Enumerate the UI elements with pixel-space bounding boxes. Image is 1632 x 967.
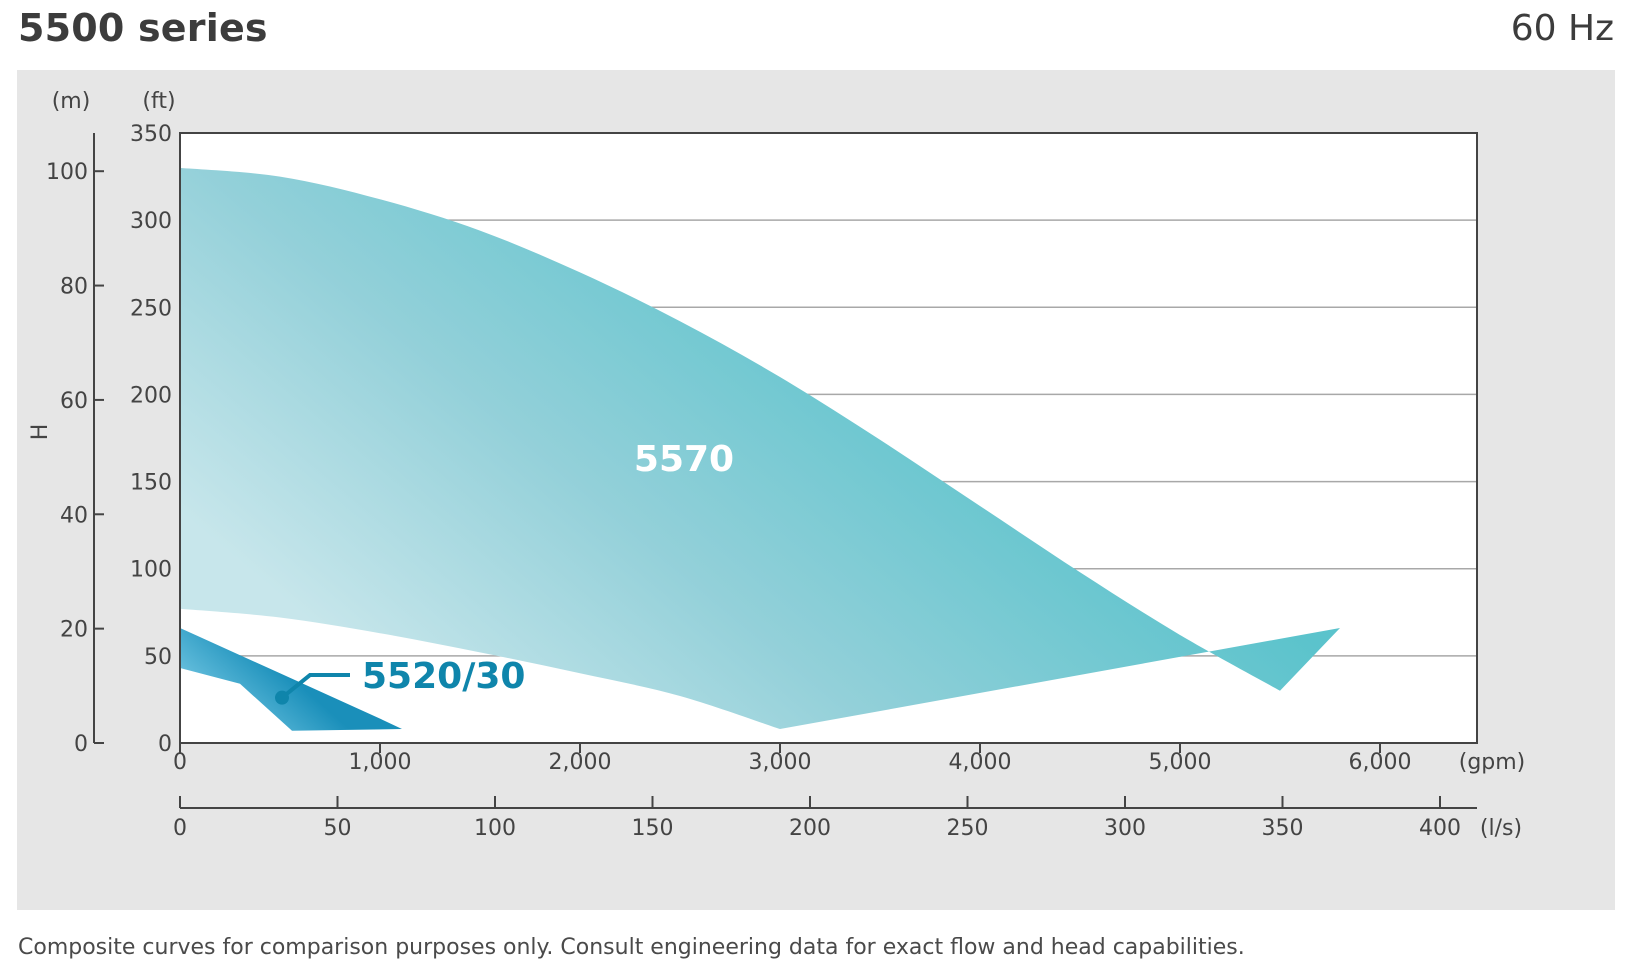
y-tick-label-m: 20 xyxy=(60,618,88,643)
page-title: 5500 series xyxy=(18,6,268,50)
x-tick-label-ls: 150 xyxy=(632,816,674,841)
y-tick-label-m: 60 xyxy=(60,389,88,414)
footnote: Composite curves for comparison purposes… xyxy=(18,935,1245,960)
frequency-label: 60 Hz xyxy=(1510,8,1614,49)
y-axis-unit-ft: (ft) xyxy=(142,89,175,114)
performance-chart: 0 50 100 150 200 250 300 350 (ft) 0 20 40 60 80 100 (m)… xyxy=(28,89,1526,841)
chart-panel: 0 50 100 150 200 250 300 350 (ft) 0 20 40 60 80 100 (m)… xyxy=(17,70,1615,910)
y-tick-label-ft: 50 xyxy=(144,645,172,670)
series-label-5520-30: 5520/30 xyxy=(362,656,525,697)
x-tick-label-ls: 100 xyxy=(474,816,516,841)
series-area-5520-30 xyxy=(180,627,402,731)
plot-frame xyxy=(179,132,1478,744)
x-tick-label-ls: 200 xyxy=(789,816,831,841)
series-area-5570 xyxy=(180,167,1340,730)
y-tick-label-ft: 300 xyxy=(130,209,172,234)
x-tick-label-gpm: 5,000 xyxy=(1149,750,1212,775)
x-tick-label-ls: 400 xyxy=(1419,816,1461,841)
y-tick-label-m: 80 xyxy=(60,275,88,300)
series-label-5570: 5570 xyxy=(634,439,734,480)
leader-dot-5520-30 xyxy=(275,690,289,705)
x-tick-label-gpm: 3,000 xyxy=(749,750,812,775)
y-tick-label-ft: 100 xyxy=(130,558,172,583)
x-tick-label-ls: 0 xyxy=(173,816,187,841)
x-tick-label-ls: 350 xyxy=(1262,816,1304,841)
x-tick-label-ls: 300 xyxy=(1104,816,1146,841)
y-tick-label-ft: 150 xyxy=(130,471,172,496)
x-axis-unit-gpm: (gpm) xyxy=(1459,750,1526,775)
y-tick-label-ft: 350 xyxy=(130,122,172,147)
x-tick-label-gpm: 1,000 xyxy=(349,750,412,775)
x-tick-label-ls: 250 xyxy=(947,816,989,841)
y-axis-unit-m: (m) xyxy=(52,89,91,114)
leader-line-5520-30 xyxy=(280,673,350,700)
x-tick-label-gpm: 6,000 xyxy=(1349,750,1412,775)
y-tick-label-ft: 0 xyxy=(158,732,172,757)
x-tick-label-gpm: 2,000 xyxy=(549,750,612,775)
x-tick-label-gpm: 0 xyxy=(173,750,187,775)
y-tick-label-m: 40 xyxy=(60,503,88,528)
y-tick-label-ft: 250 xyxy=(130,296,172,321)
y-axis-title: H xyxy=(28,424,53,441)
x-tick-label-gpm: 4,000 xyxy=(949,750,1012,775)
x-axis-unit-ls: (l/s) xyxy=(1480,816,1522,841)
y-tick-label-m: 100 xyxy=(46,160,88,185)
x-tick-label-ls: 50 xyxy=(324,816,352,841)
y-tick-label-m: 0 xyxy=(74,732,88,757)
y-tick-label-ft: 200 xyxy=(130,383,172,408)
